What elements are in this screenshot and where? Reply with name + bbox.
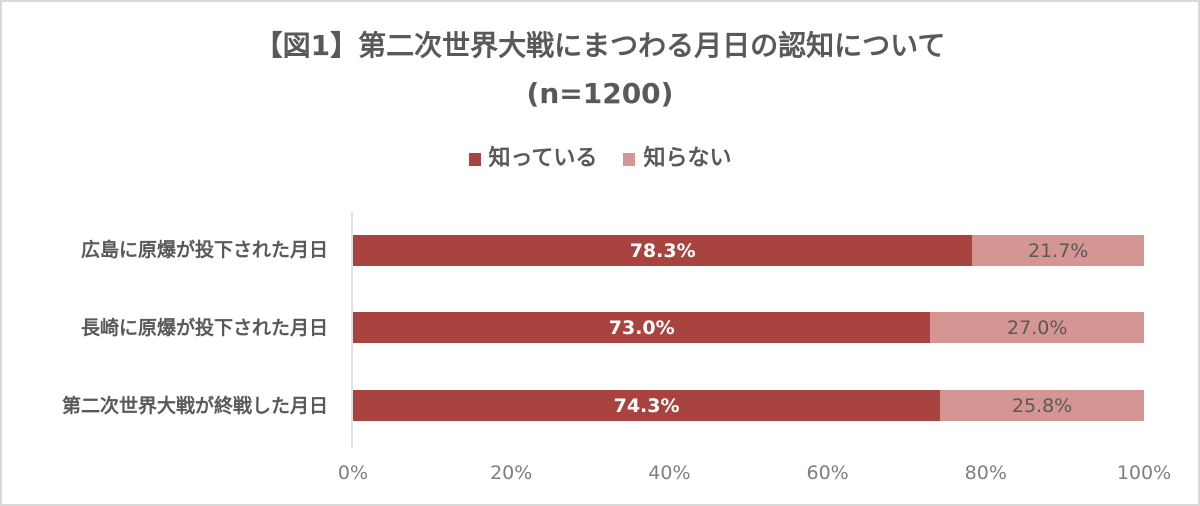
x-tick-label: 40% <box>648 462 691 484</box>
data-label: 27.0% <box>1007 316 1068 339</box>
legend-label-known: 知っている <box>488 146 598 171</box>
category-label: 広島に原爆が投下された月日 <box>80 239 328 261</box>
chart-title: 【図1】第二次世界大戦にまつわる月日の認知について <box>254 29 946 62</box>
data-label: 21.7% <box>1027 239 1089 262</box>
category-label: 長崎に原爆が投下された月日 <box>80 317 328 339</box>
legend: 知っている 知らない <box>0 144 1200 174</box>
category-label: 第二次世界大戦が終戦した月日 <box>61 395 328 417</box>
bar-known: 73.0% <box>353 312 931 343</box>
x-tick-label: 100% <box>1116 462 1172 484</box>
legend-swatch-unknown-icon <box>623 152 636 166</box>
x-tick-label: 20% <box>490 462 533 484</box>
bar-unknown: 25.8% <box>940 390 1144 421</box>
legend-label-unknown: 知らない <box>643 146 732 171</box>
data-label: 74.3% <box>613 394 680 417</box>
y-axis-line <box>351 212 353 448</box>
data-label: 78.3% <box>629 239 696 262</box>
data-label: 73.0% <box>608 316 675 339</box>
x-tick-label: 60% <box>806 462 849 484</box>
bar-unknown: 27.0% <box>930 312 1144 343</box>
legend-item-known: 知っている <box>468 144 598 174</box>
data-label: 25.8% <box>1011 394 1073 417</box>
legend-swatch-known-icon <box>468 152 481 166</box>
x-tick-label: 0% <box>337 462 369 484</box>
chart-subtitle-sample-size: (n=1200) <box>526 77 674 110</box>
bar-known: 78.3% <box>353 235 973 266</box>
bar-unknown: 21.7% <box>972 235 1144 266</box>
bar-known: 74.3% <box>353 390 941 421</box>
x-tick-label: 80% <box>964 462 1007 484</box>
legend-item-unknown: 知らない <box>623 144 731 174</box>
